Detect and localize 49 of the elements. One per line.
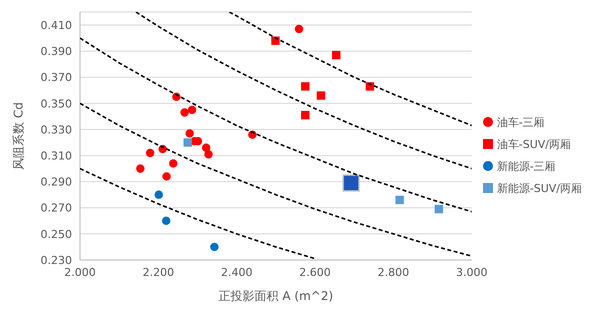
y-tick-label: 0.250 <box>40 228 72 241</box>
point <box>202 144 210 152</box>
legend-label: 油车-三厢 <box>496 114 545 130</box>
x-tick-label: 2.200 <box>142 266 174 279</box>
y-tick-label: 0.410 <box>40 18 72 32</box>
line-series <box>80 168 316 260</box>
x-tick-label: 2.000 <box>64 266 96 279</box>
y-tick-label: 0.390 <box>40 45 72 58</box>
line-series <box>228 12 472 126</box>
y-axis-title: 风阻系数 Cd <box>11 102 26 170</box>
point <box>395 196 404 204</box>
point <box>136 164 145 173</box>
point <box>342 174 360 192</box>
x-tick-label: 2.600 <box>299 266 331 279</box>
point <box>146 148 154 158</box>
y-tick-label: 0.330 <box>40 123 72 136</box>
point <box>316 91 326 100</box>
x-tick-label: 2.400 <box>220 266 252 279</box>
point <box>210 242 219 252</box>
point <box>162 172 171 181</box>
line-series <box>135 12 472 170</box>
x-tick-label: 3.000 <box>456 266 488 279</box>
y-tick-label: 0.230 <box>40 254 72 267</box>
point <box>154 190 163 199</box>
line-series <box>80 102 472 257</box>
point <box>434 204 444 214</box>
point <box>301 82 310 91</box>
point <box>180 108 189 117</box>
x-axis-title: 正投影面积 A (m^2) <box>218 289 334 303</box>
y-tick-label: 0.370 <box>40 71 72 84</box>
point <box>184 138 192 147</box>
point <box>204 150 213 158</box>
point <box>332 50 340 60</box>
point <box>185 129 194 138</box>
point <box>162 216 170 226</box>
y-tick-label: 0.350 <box>40 97 72 110</box>
point <box>188 106 196 114</box>
line-series <box>80 37 472 213</box>
x-tick-label: 2.800 <box>378 266 410 279</box>
legend-label: 新能源-三厢 <box>496 158 556 174</box>
point <box>294 24 304 34</box>
y-tick-label: 0.310 <box>40 149 72 162</box>
y-tick-label: 0.290 <box>40 176 72 189</box>
point <box>366 82 374 91</box>
legend-label: 油车-SUV/两厢 <box>496 136 571 152</box>
y-tick-label: 0.270 <box>40 202 72 215</box>
point <box>301 110 310 120</box>
point <box>169 159 178 168</box>
legend-label: 新能源-SUV/两厢 <box>496 180 582 196</box>
